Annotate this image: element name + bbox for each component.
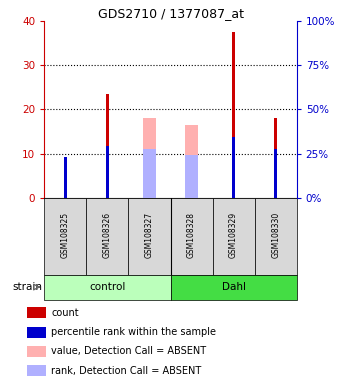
Bar (106, 94, 109, 198)
Text: control: control (89, 282, 125, 292)
Text: Dahl: Dahl (222, 282, 246, 292)
Bar (27, 307, 46, 318)
Bar (170, 275, 297, 300)
Bar (44, 198, 86, 275)
Bar (129, 198, 170, 275)
Bar (275, 118, 277, 198)
Bar (27, 346, 46, 357)
Bar (143, 118, 156, 198)
Text: percentile rank within the sample: percentile rank within the sample (51, 327, 216, 337)
Text: count: count (51, 308, 79, 318)
Text: strain: strain (12, 282, 42, 292)
Text: GSM108325: GSM108325 (61, 212, 70, 258)
Bar (170, 198, 212, 275)
Bar (275, 149, 277, 198)
Text: rank, Detection Call = ABSENT: rank, Detection Call = ABSENT (51, 366, 202, 376)
Bar (232, 137, 235, 198)
Bar (64, 162, 66, 198)
Text: value, Detection Call = ABSENT: value, Detection Call = ABSENT (51, 346, 206, 356)
Bar (185, 155, 198, 198)
Bar (27, 366, 46, 376)
Bar (232, 32, 235, 198)
Bar (255, 198, 297, 275)
Title: GDS2710 / 1377087_at: GDS2710 / 1377087_at (98, 7, 243, 20)
Bar (44, 275, 170, 300)
Text: GSM108328: GSM108328 (187, 212, 196, 258)
Bar (212, 198, 255, 275)
Bar (64, 157, 66, 198)
Bar (86, 198, 129, 275)
Text: GSM108327: GSM108327 (145, 212, 154, 258)
Text: GSM108330: GSM108330 (271, 212, 280, 258)
Bar (106, 146, 109, 198)
Text: GSM108329: GSM108329 (229, 212, 238, 258)
Bar (143, 149, 156, 198)
Bar (185, 125, 198, 198)
Bar (27, 326, 46, 338)
Text: GSM108326: GSM108326 (103, 212, 112, 258)
